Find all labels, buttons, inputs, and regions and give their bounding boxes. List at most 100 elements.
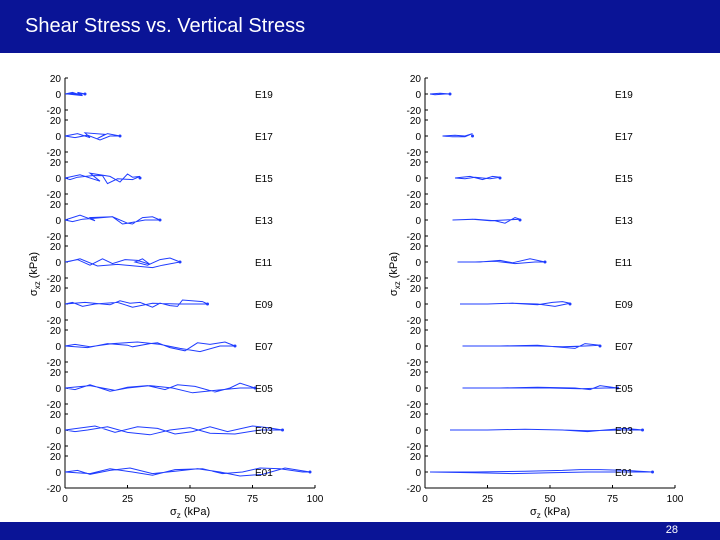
y-tick-label: 0	[55, 300, 61, 311]
y-tick-label: -20	[47, 106, 62, 117]
series-line-e03	[64, 425, 283, 436]
y-tick-label: -20	[47, 484, 62, 495]
series-marker	[641, 428, 644, 432]
y-tick-label: -20	[407, 316, 422, 327]
y-tick-label: -20	[407, 106, 422, 117]
y-axis-label-sub: xz	[393, 281, 403, 290]
x-tick-label: 50	[544, 494, 556, 505]
series-line-e03	[450, 427, 643, 433]
y-tick-label: 0	[55, 216, 61, 227]
y-tick-label: 20	[50, 116, 62, 127]
series-marker	[253, 386, 257, 390]
series-line-e15	[454, 175, 501, 181]
y-tick-label: 0	[55, 132, 61, 143]
series-label: E19	[255, 90, 273, 101]
series-label: E01	[615, 468, 633, 479]
series-line-e11	[64, 257, 182, 269]
x-tick-label: 50	[184, 494, 196, 505]
y-tick-label: 20	[50, 326, 62, 337]
x-tick-label: 100	[667, 494, 684, 505]
series-marker	[518, 218, 522, 222]
series-line-e13	[64, 214, 161, 225]
x-tick-label: 0	[62, 494, 68, 505]
y-tick-label: -20	[407, 148, 422, 159]
y-tick-label: -20	[407, 400, 422, 411]
y-tick-label: -20	[407, 190, 422, 201]
slide-title: Shear Stress vs. Vertical Stress	[25, 15, 306, 37]
x-axis-label: σz (kPa)	[170, 506, 210, 520]
series-marker	[448, 92, 452, 96]
y-axis-label-sub: xz	[33, 281, 43, 290]
y-tick-label: -20	[47, 358, 62, 369]
y-tick-label: 0	[55, 468, 61, 479]
series-label: E17	[255, 132, 273, 143]
y-tick-label: -20	[407, 358, 422, 369]
series-label: E15	[615, 174, 633, 185]
y-axis-label-main: σ	[27, 289, 40, 297]
series-label: E09	[255, 300, 273, 311]
y-tick-label: 0	[55, 174, 61, 185]
chart-right: 200-20E19200-20E17200-20E15200-20E13200-…	[407, 74, 684, 505]
y-tick-label: 20	[50, 74, 62, 85]
chart-right-panel: 20 0 -20 E19 20 0 -20 E17 20 0 -20 E15 20 0 -20 E13 20 0-…	[360, 62, 720, 522]
series-marker	[598, 344, 602, 348]
y-tick-label: 20	[50, 452, 62, 463]
x-axis-label-main: σ	[170, 506, 177, 518]
x-tick-label: 25	[122, 494, 134, 505]
y-tick-label: 20	[410, 242, 422, 253]
series-line-e13	[452, 217, 521, 224]
series-line-e09	[460, 301, 571, 307]
series-label: E17	[615, 132, 633, 143]
x-tick-label: 75	[607, 494, 619, 505]
y-tick-label: 0	[415, 300, 421, 311]
y-tick-label: 20	[410, 284, 422, 295]
page-number: 28	[665, 524, 678, 536]
series-label: E11	[615, 258, 632, 269]
series-line-e01	[429, 469, 653, 475]
y-tick-label: 0	[415, 174, 421, 185]
y-tick-label: 0	[55, 384, 61, 395]
y-tick-label: -20	[407, 484, 422, 495]
chart-left: 200-20E19200-20E17200-20E15200-20E13200-…	[47, 74, 324, 505]
series-line-e01	[64, 467, 311, 477]
series-marker	[543, 260, 547, 264]
y-tick-label: 0	[415, 426, 421, 437]
series-marker	[233, 344, 237, 348]
series-marker	[158, 218, 162, 222]
series-marker	[178, 260, 182, 264]
series-label: E11	[255, 258, 272, 269]
series-marker	[498, 176, 502, 180]
y-tick-label: 20	[410, 158, 422, 169]
series-line-e11	[457, 258, 546, 265]
series-marker	[568, 302, 572, 306]
series-marker	[471, 134, 474, 138]
y-tick-label: 20	[50, 242, 62, 253]
title-bar: Shear Stress vs. Vertical Stress	[0, 0, 720, 53]
y-tick-label: -20	[47, 148, 62, 159]
y-tick-label: -20	[407, 274, 422, 285]
series-label: E05	[255, 384, 273, 395]
series-line-e17	[64, 132, 121, 141]
series-line-e05	[462, 385, 618, 391]
y-tick-label: 20	[410, 452, 422, 463]
series-line-e07	[64, 341, 236, 353]
footer-bar: 28	[0, 522, 720, 540]
series-marker	[83, 92, 87, 96]
y-tick-label: 20	[50, 158, 62, 169]
y-tick-label: 0	[415, 258, 421, 269]
y-axis-label-unit: (kPa)	[387, 251, 400, 282]
x-tick-label: 25	[482, 494, 494, 505]
x-axis-label-unit: (kPa)	[180, 506, 211, 518]
y-tick-label: 0	[415, 468, 421, 479]
series-marker	[281, 428, 284, 432]
y-tick-label: 20	[410, 410, 422, 421]
y-tick-label: -20	[407, 232, 422, 243]
series-line-e19	[429, 92, 451, 96]
series-marker	[206, 302, 209, 306]
y-tick-label: 0	[415, 216, 421, 227]
x-axis-label: σz (kPa)	[530, 506, 570, 520]
x-tick-label: 75	[247, 494, 259, 505]
y-tick-label: -20	[407, 442, 422, 453]
y-tick-label: 0	[55, 258, 61, 269]
series-label: E13	[615, 216, 633, 227]
